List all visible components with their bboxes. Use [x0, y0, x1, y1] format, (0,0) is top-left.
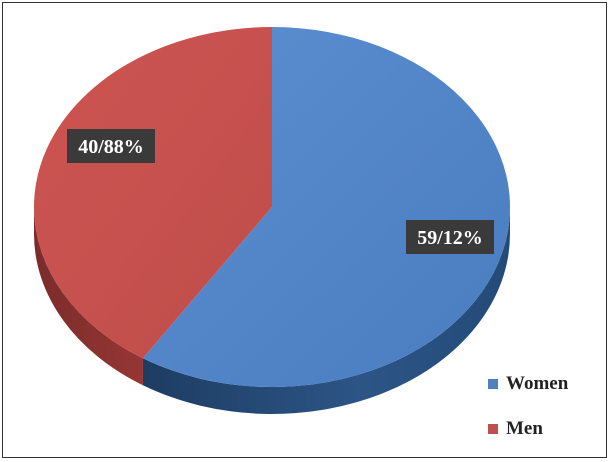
legend-swatch-men	[488, 424, 498, 434]
data-label-text-women: 59/12%	[417, 227, 483, 249]
data-label-box-women	[406, 220, 494, 254]
legend-label-women: Women	[506, 373, 569, 394]
pie-side-men	[34, 207, 143, 386]
pie-side-women	[142, 207, 510, 415]
data-label-text-men: 40/88%	[78, 136, 144, 158]
data-label-men: 40/88%	[67, 129, 155, 163]
data-label-women: 59/12%	[406, 220, 494, 254]
legend-item-men: Men	[488, 415, 568, 443]
pie-slice-women	[142, 27, 510, 387]
legend: Women Men	[488, 370, 568, 460]
data-label-box-men	[67, 129, 155, 163]
legend-swatch-women	[488, 379, 498, 389]
pie-slice-men	[33, 27, 273, 359]
legend-item-women: Women	[488, 370, 568, 398]
legend-label-men: Men	[506, 418, 543, 439]
